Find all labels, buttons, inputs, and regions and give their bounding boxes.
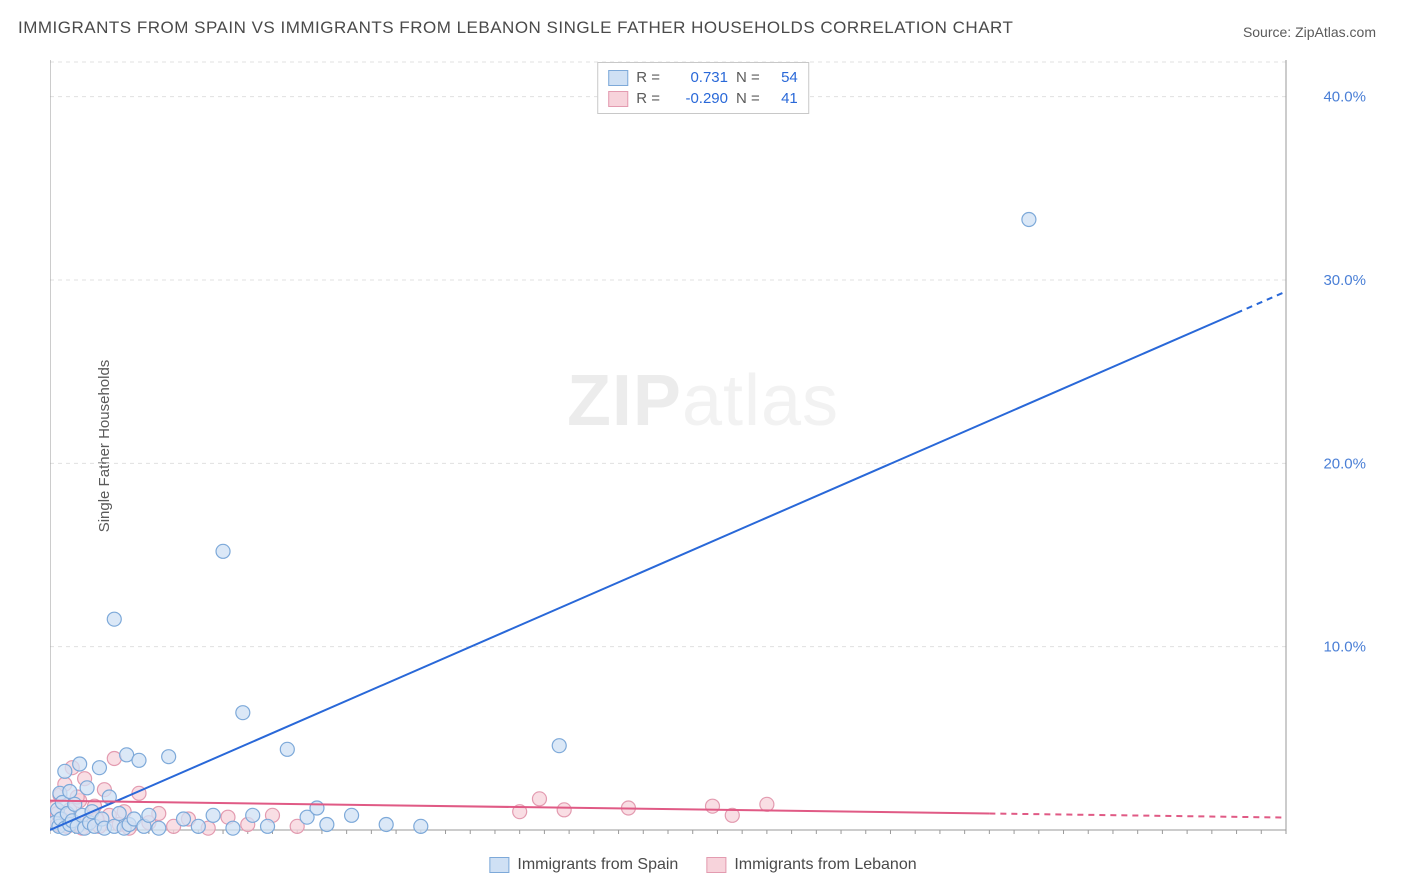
chart-title: IMMIGRANTS FROM SPAIN VS IMMIGRANTS FROM… — [18, 18, 1013, 38]
r-label: R = — [636, 69, 660, 86]
r-value: -0.290 — [668, 90, 728, 107]
n-value: 41 — [768, 90, 798, 107]
svg-text:20.0%: 20.0% — [1323, 455, 1366, 472]
n-label: N = — [736, 69, 760, 86]
legend-row-spain: R = 0.731 N = 54 — [608, 67, 798, 88]
correlation-legend: R = 0.731 N = 54 R = -0.290 N = 41 — [597, 62, 809, 114]
svg-text:0.0%: 0.0% — [50, 839, 84, 840]
svg-text:10.0%: 10.0% — [1323, 639, 1366, 656]
legend-swatch-lebanon — [608, 91, 628, 107]
r-label: R = — [636, 90, 660, 107]
legend-swatch-spain — [608, 70, 628, 86]
legend-swatch-spain — [489, 857, 509, 873]
chart-plot-area: 10.0% 20.0% 30.0% 40.0% 0.0% 25.0% — [50, 60, 1376, 840]
r-value: 0.731 — [668, 69, 728, 86]
legend-label: Immigrants from Lebanon — [734, 856, 916, 874]
legend-item-spain: Immigrants from Spain — [489, 856, 678, 874]
legend-label: Immigrants from Spain — [517, 856, 678, 874]
source-attribution: Source: ZipAtlas.com — [1243, 24, 1376, 40]
svg-text:25.0%: 25.0% — [1323, 839, 1366, 840]
n-label: N = — [736, 90, 760, 107]
svg-text:40.0%: 40.0% — [1323, 89, 1366, 106]
n-value: 54 — [768, 69, 798, 86]
svg-text:30.0%: 30.0% — [1323, 272, 1366, 289]
scatter-chart-svg: 10.0% 20.0% 30.0% 40.0% 0.0% 25.0% — [50, 60, 1376, 840]
series-legend: Immigrants from Spain Immigrants from Le… — [489, 856, 916, 874]
legend-row-lebanon: R = -0.290 N = 41 — [608, 88, 798, 109]
legend-swatch-lebanon — [706, 857, 726, 873]
legend-item-lebanon: Immigrants from Lebanon — [706, 856, 916, 874]
